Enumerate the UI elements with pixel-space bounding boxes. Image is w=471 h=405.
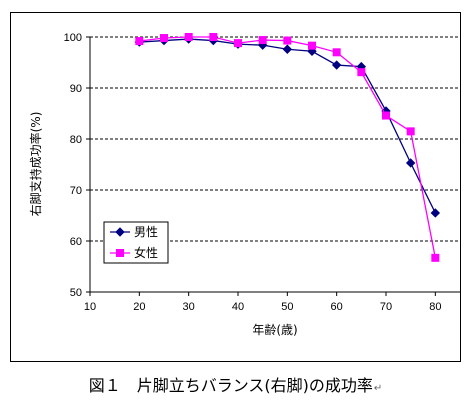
data-point-1-50 bbox=[282, 44, 293, 54]
caption-return-mark: ↵ bbox=[373, 383, 383, 394]
series-layer bbox=[134, 33, 441, 262]
data-point-2-55 bbox=[308, 41, 316, 50]
x-tick-label-10: 10 bbox=[84, 301, 96, 313]
y-tick-label-60: 60 bbox=[70, 236, 82, 248]
y-tick-label-50: 50 bbox=[70, 287, 82, 299]
x-tick-label-30: 30 bbox=[183, 301, 195, 313]
x-tick-label-40: 40 bbox=[232, 301, 244, 313]
data-point-1-75 bbox=[405, 158, 416, 168]
data-point-2-50 bbox=[283, 36, 292, 45]
y-tick-label-90: 90 bbox=[70, 83, 82, 95]
legend-marker-2 bbox=[116, 249, 124, 257]
line-chart: 10 20 30 40 50 60 70 80 50 60 70 80 90 100 年齢(歳) 右脚支… bbox=[28, 32, 460, 337]
x-tick-label-20: 20 bbox=[133, 301, 145, 313]
y-tick-label-80: 80 bbox=[70, 134, 82, 146]
data-point-2-35 bbox=[209, 33, 218, 41]
x-tick-label-80: 80 bbox=[429, 301, 441, 313]
y-tick-label-70: 70 bbox=[70, 185, 82, 197]
grid-lines bbox=[90, 36, 460, 242]
x-tick-label-50: 50 bbox=[281, 301, 293, 313]
data-point-2-40 bbox=[234, 39, 242, 48]
legend-label-1: 男性 bbox=[134, 225, 158, 239]
data-point-1-80 bbox=[430, 208, 441, 218]
caption-text: 図１ 片脚立ちバランス(右脚)の成功率 bbox=[88, 376, 373, 395]
figure-caption: 図１ 片脚立ちバランス(右脚)の成功率↵ bbox=[0, 372, 471, 396]
series-2 bbox=[135, 33, 440, 262]
data-point-2-25 bbox=[160, 34, 168, 43]
y-tick-labels: 50 60 70 80 90 100 bbox=[64, 32, 82, 299]
data-point-2-70 bbox=[382, 111, 390, 120]
data-point-2-20 bbox=[135, 37, 144, 46]
data-point-2-65 bbox=[357, 68, 366, 77]
y-axis-label: 右脚支持成功率(%) bbox=[28, 112, 43, 217]
x-tick-label-60: 60 bbox=[331, 301, 343, 313]
axes bbox=[86, 36, 460, 296]
data-point-1-60 bbox=[331, 60, 342, 70]
x-tick-labels: 10 20 30 40 50 60 70 80 bbox=[84, 301, 442, 313]
data-point-2-45 bbox=[258, 36, 267, 45]
x-axis-label: 年齢(歳) bbox=[252, 322, 297, 337]
legend-marker-1 bbox=[115, 227, 125, 237]
legend-label-2: 女性 bbox=[134, 245, 158, 260]
legend-box bbox=[103, 221, 169, 264]
data-point-2-75 bbox=[406, 127, 415, 136]
data-point-2-30 bbox=[184, 33, 193, 41]
data-point-2-80 bbox=[431, 253, 440, 262]
data-point-2-60 bbox=[332, 48, 341, 57]
y-tick-label-100: 100 bbox=[64, 32, 82, 44]
x-tick-label-70: 70 bbox=[380, 301, 392, 313]
